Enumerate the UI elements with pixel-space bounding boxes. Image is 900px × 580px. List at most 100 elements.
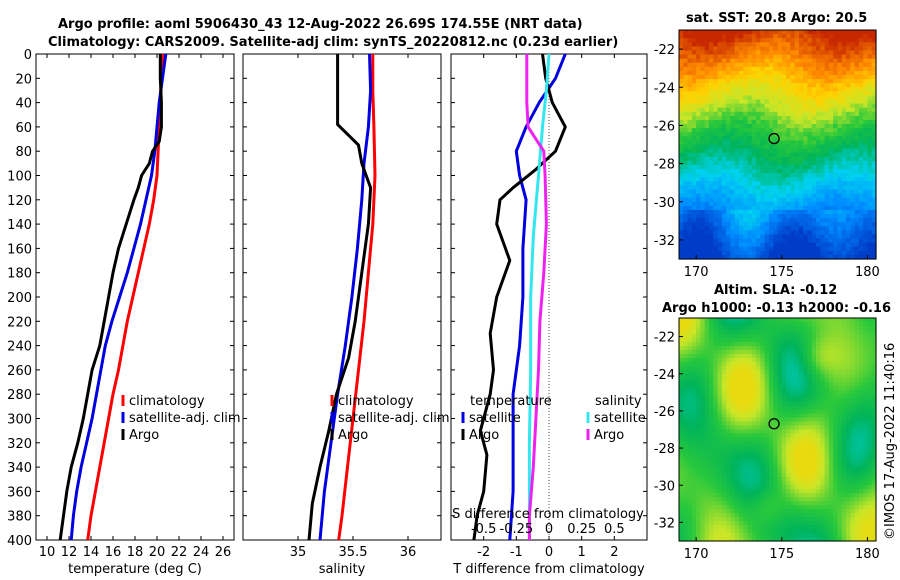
map-cell bbox=[841, 209, 847, 215]
map-cell bbox=[786, 353, 791, 359]
map-cell bbox=[807, 369, 813, 375]
map-cell bbox=[828, 341, 834, 347]
map-cell bbox=[820, 124, 826, 129]
map-cell bbox=[717, 173, 723, 178]
map-cell bbox=[687, 201, 693, 207]
map-cell bbox=[816, 425, 821, 431]
map-cell bbox=[790, 329, 796, 335]
map-cell bbox=[794, 242, 800, 248]
map-cell bbox=[790, 405, 796, 411]
map-cell bbox=[794, 205, 800, 211]
map-cell bbox=[824, 140, 830, 146]
map-cell bbox=[679, 357, 684, 363]
map-cell bbox=[807, 493, 813, 498]
map-cell bbox=[846, 473, 851, 478]
map-cell bbox=[756, 385, 761, 391]
map-cell bbox=[708, 489, 714, 494]
map-cell bbox=[803, 473, 809, 478]
map-cell bbox=[863, 421, 869, 427]
map-cell bbox=[867, 393, 873, 399]
map-cell bbox=[734, 201, 740, 207]
map-cell bbox=[833, 156, 839, 162]
map-cell bbox=[696, 477, 702, 482]
map-cell bbox=[833, 429, 839, 435]
map-cell bbox=[811, 42, 817, 47]
map-cell bbox=[828, 209, 834, 215]
map-cell bbox=[798, 461, 804, 466]
map-cell bbox=[679, 70, 684, 76]
map-cell bbox=[696, 197, 702, 203]
map-cell bbox=[743, 393, 749, 399]
map-cell bbox=[683, 325, 689, 331]
map-cell bbox=[704, 485, 710, 490]
map-cell bbox=[854, 164, 860, 170]
map-cell bbox=[828, 333, 834, 339]
map-cell bbox=[820, 449, 826, 454]
map-cell bbox=[696, 465, 702, 470]
map-cell bbox=[738, 250, 744, 256]
map-cell bbox=[760, 218, 766, 223]
map-cell bbox=[700, 437, 706, 443]
map-cell bbox=[730, 361, 736, 367]
map-cell bbox=[863, 337, 869, 343]
map-cell bbox=[858, 99, 864, 105]
map-cell bbox=[781, 461, 787, 466]
map-cell bbox=[850, 132, 856, 137]
map-cell bbox=[781, 66, 787, 72]
map-cell bbox=[863, 246, 869, 252]
map-cell bbox=[687, 250, 693, 256]
map-cell bbox=[700, 481, 706, 486]
map-cell bbox=[708, 128, 714, 133]
map-cell bbox=[743, 441, 749, 447]
map-cell bbox=[803, 417, 809, 423]
map-cell bbox=[828, 226, 834, 231]
map-cell bbox=[858, 477, 864, 482]
map-cell bbox=[854, 429, 860, 435]
map-cell bbox=[760, 132, 766, 137]
map-cell bbox=[747, 42, 753, 47]
map-cell bbox=[751, 107, 757, 113]
map-cell bbox=[683, 453, 689, 458]
map-cell bbox=[846, 226, 851, 231]
map-cell bbox=[708, 201, 714, 207]
map-cell bbox=[726, 337, 731, 343]
map-cell bbox=[751, 50, 757, 56]
map-cell bbox=[717, 469, 723, 474]
map-cell bbox=[833, 321, 839, 327]
map-cell bbox=[679, 230, 684, 236]
map-cell bbox=[743, 201, 749, 207]
map-cell bbox=[794, 209, 800, 215]
map-cell bbox=[833, 38, 839, 43]
map-cell bbox=[786, 349, 791, 355]
map-cell bbox=[687, 405, 693, 411]
map-cell bbox=[773, 349, 779, 355]
map-cell bbox=[751, 42, 757, 47]
map-cell bbox=[837, 489, 843, 494]
map-cell bbox=[768, 83, 774, 88]
map-cell bbox=[760, 441, 766, 447]
map-cell bbox=[717, 254, 723, 260]
map-cell bbox=[738, 222, 744, 227]
map-cell bbox=[803, 140, 809, 146]
map-cell bbox=[871, 83, 877, 88]
map-cell bbox=[820, 254, 826, 260]
map-cell bbox=[713, 485, 719, 490]
map-cell bbox=[837, 254, 843, 260]
map-cell bbox=[807, 242, 813, 248]
map-cell bbox=[790, 250, 796, 256]
map-cell bbox=[708, 140, 714, 146]
map-cell bbox=[700, 429, 706, 435]
map-cell bbox=[833, 242, 839, 248]
map-cell bbox=[811, 417, 817, 423]
map-cell bbox=[700, 453, 706, 458]
map-cell bbox=[751, 469, 757, 474]
map-cell bbox=[846, 337, 851, 343]
map-cell bbox=[816, 205, 821, 211]
map-cell bbox=[790, 140, 796, 146]
legend-label: Argo bbox=[129, 428, 159, 443]
map-cell bbox=[841, 115, 847, 121]
map-cell bbox=[773, 254, 779, 260]
map-cell bbox=[824, 250, 830, 256]
map-cell bbox=[824, 238, 830, 244]
map-cell bbox=[696, 119, 702, 125]
